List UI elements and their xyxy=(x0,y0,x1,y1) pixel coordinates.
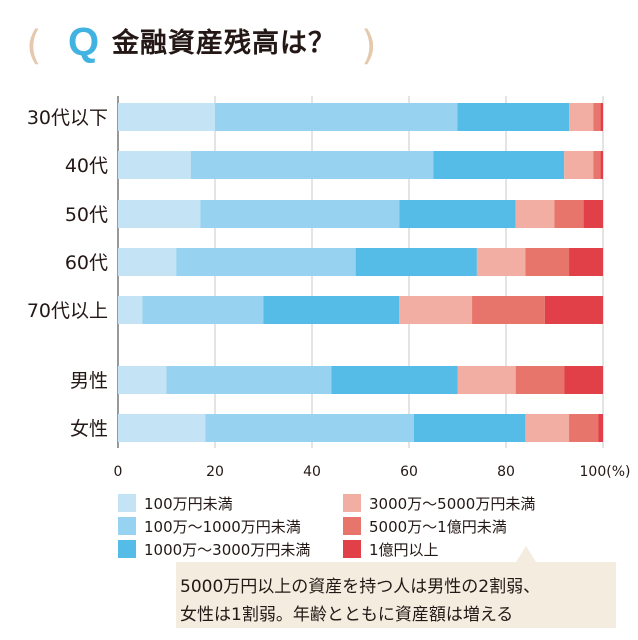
category-label: 70代以上 xyxy=(27,300,108,322)
bar-segment xyxy=(118,200,201,228)
legend-swatch-over-100m xyxy=(343,540,361,558)
bar-segment xyxy=(399,296,473,324)
legend-swatch-30m-50m xyxy=(343,494,361,512)
bar-segment xyxy=(564,151,594,179)
bar-segment xyxy=(564,366,603,394)
bar-segment xyxy=(176,248,356,276)
category-label: 50代 xyxy=(65,204,108,226)
x-tick-label: 20 xyxy=(206,464,224,480)
callout-line-1: 5000万円以上の資産を持つ人は男性の2割弱、 xyxy=(180,577,541,597)
legend-swatch-under-1m xyxy=(118,494,136,512)
bar-segment xyxy=(569,248,603,276)
x-tick-label: 0 xyxy=(114,464,123,480)
bar-segment xyxy=(118,296,143,324)
right-bracket-ornament: ) xyxy=(361,23,377,69)
bar-segment xyxy=(525,248,570,276)
x-tick-label: 40 xyxy=(303,464,321,480)
bar-segment xyxy=(215,103,458,131)
legend-swatch-1m-10m xyxy=(118,517,136,535)
bar-segment xyxy=(515,200,555,228)
bar-segment xyxy=(205,414,414,442)
bar-segment xyxy=(569,103,594,131)
bar-segment xyxy=(433,151,565,179)
question-mark-icon: Q xyxy=(68,20,100,64)
chart-title: 金融資産残高は？ xyxy=(112,28,336,59)
bar-segment xyxy=(554,200,584,228)
legend-item-10m-30m: 1000万～3000万円未満 xyxy=(118,539,310,559)
bar-segment xyxy=(118,248,177,276)
bar-segment xyxy=(118,414,206,442)
bar-segment xyxy=(118,366,167,394)
bar-segment xyxy=(600,103,603,131)
bar-segment xyxy=(457,366,516,394)
legend-item-50m-100m: 5000万～1億円未満 xyxy=(343,516,507,536)
legend-swatch-50m-100m xyxy=(343,517,361,535)
legend-label-under-1m: 100万円未満 xyxy=(144,494,233,513)
bar-segment xyxy=(118,151,191,179)
legend-swatch-10m-30m xyxy=(118,540,136,558)
bar-segment xyxy=(583,200,603,228)
question-header: ( Q 金融資産残高は？ ) xyxy=(0,0,638,90)
legend-item-1m-10m: 100万～1000万円未満 xyxy=(118,516,301,536)
callout-line-2: 女性は1割弱。年齢とともに資産額は増える xyxy=(180,605,514,625)
bar-segment xyxy=(200,200,400,228)
bar-segment xyxy=(142,296,264,324)
bar-segment xyxy=(118,103,215,131)
bar-segment xyxy=(544,296,603,324)
legend-label-10m-30m: 1000万～3000万円未満 xyxy=(144,540,311,559)
legend-item-30m-50m: 3000万～5000万円未満 xyxy=(343,493,535,513)
bar-segment xyxy=(166,366,332,394)
category-label: 40代 xyxy=(65,155,108,177)
bar-segment xyxy=(190,151,434,179)
bar-segment xyxy=(600,151,603,179)
legend-item-over-100m: 1億円以上 xyxy=(343,539,439,559)
bar-segment xyxy=(598,414,603,442)
category-label: 60代 xyxy=(65,252,108,274)
x-tick-label: 60 xyxy=(400,464,418,480)
bar-segment xyxy=(476,248,526,276)
bar-segment xyxy=(593,151,601,179)
bar-segment xyxy=(515,366,565,394)
bar-segment xyxy=(472,296,545,324)
legend-item-under-1m: 100万円未満 xyxy=(118,493,233,513)
callout-box xyxy=(176,562,616,628)
callout-pointer xyxy=(516,546,536,562)
bar-segment xyxy=(355,248,477,276)
category-label: 男性 xyxy=(70,370,108,392)
legend-label-1m-10m: 100万～1000万円未満 xyxy=(144,517,301,536)
bar-segment xyxy=(525,414,570,442)
left-bracket-ornament: ( xyxy=(26,23,42,69)
bar-segment xyxy=(399,200,516,228)
bar-segment xyxy=(331,366,458,394)
bar-segment xyxy=(413,414,526,442)
category-label: 30代以下 xyxy=(27,107,108,129)
legend-label-over-100m: 1億円以上 xyxy=(369,540,439,559)
x-tick-label: 80 xyxy=(497,464,515,480)
legend-label-30m-50m: 3000万～5000万円未満 xyxy=(369,494,536,513)
x-axis-unit-label: 100(%) xyxy=(580,464,631,480)
legend-label-50m-100m: 5000万～1億円未満 xyxy=(369,517,507,536)
bar-segment xyxy=(593,103,601,131)
bar-segment xyxy=(457,103,570,131)
bar-segment xyxy=(569,414,599,442)
bar-segment xyxy=(263,296,400,324)
category-label: 女性 xyxy=(70,418,108,440)
